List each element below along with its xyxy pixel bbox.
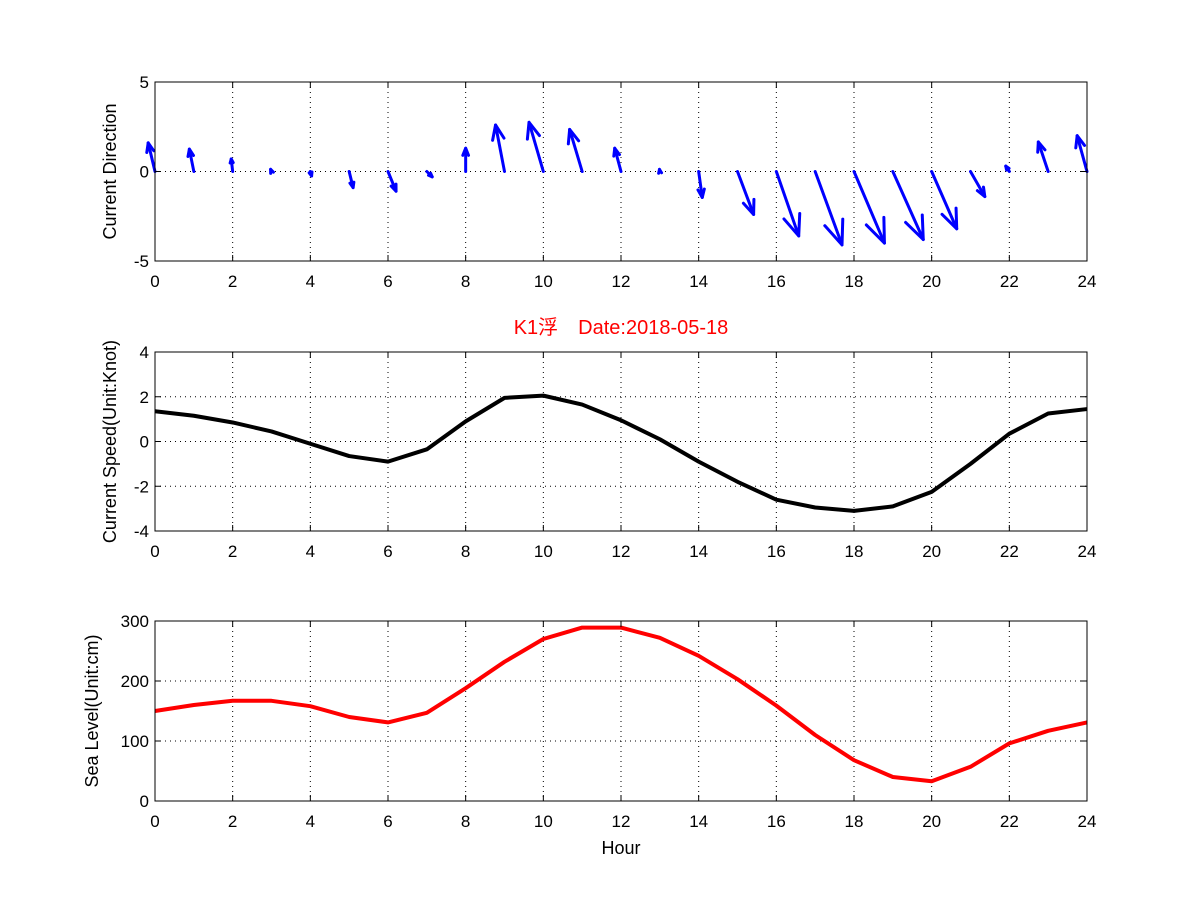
x-tick-label: 0 [150,272,159,291]
x-tick-label: 24 [1078,542,1097,561]
x-axis-label: Hour [601,838,640,858]
direction-arrow [852,170,886,245]
current-speed-series-line [154,393,1088,513]
x-tick-label: 24 [1078,272,1097,291]
x-tick-label: 14 [689,272,708,291]
x-tick-label: 22 [1000,272,1019,291]
direction-arrow [736,170,756,216]
x-tick-label: 14 [689,542,708,561]
x-tick-label: 10 [534,272,553,291]
x-tick-label: 16 [767,812,786,831]
direction-arrow [891,170,925,242]
direction-arrow [425,170,434,179]
direction-arrow [1004,164,1011,173]
direction-arrow [269,167,275,175]
x-tick-label: 14 [689,812,708,831]
y-tick-label: 5 [140,73,149,92]
direction-arrow [461,146,471,173]
direction-arrow [657,167,664,175]
x-tick-label: 10 [534,542,553,561]
x-tick-label: 4 [306,812,315,831]
x-tick-label: 22 [1000,812,1019,831]
x-tick-label: 2 [228,542,237,561]
x-tick-label: 20 [922,272,941,291]
x-tick-label: 2 [228,272,237,291]
direction-arrow [930,170,959,231]
y-axis-label: Current Speed(Unit:Knot) [100,340,120,543]
direction-arrow [186,147,196,173]
x-tick-label: 8 [461,812,470,831]
x-tick-label: 6 [383,812,392,831]
direction-arrow [969,170,987,199]
x-tick-label: 20 [922,812,941,831]
direction-arrow [386,170,398,193]
x-tick-label: 20 [922,542,941,561]
x-tick-label: 16 [767,272,786,291]
y-tick-label: -2 [134,477,149,496]
chart-title: K1浮 Date:2018-05-18 [514,316,729,339]
x-tick-label: 2 [228,812,237,831]
direction-arrow [566,127,584,173]
y-axis-label: Current Direction [100,103,120,239]
x-tick-label: 6 [383,272,392,291]
direction-arrow [813,170,845,247]
y-tick-label: 0 [140,163,149,182]
direction-arrow [525,120,545,173]
direction-arrow [774,170,802,238]
x-tick-label: 24 [1078,812,1097,831]
x-tick-label: 8 [461,542,470,561]
direction-arrow [228,157,235,173]
direction-arrow [1074,134,1089,173]
x-tick-label: 22 [1000,542,1019,561]
y-tick-label: 300 [121,612,149,631]
x-tick-label: 18 [845,542,864,561]
y-tick-label: -4 [134,522,149,541]
y-tick-label: 4 [140,343,149,362]
x-tick-label: 6 [383,542,392,561]
x-tick-label: 12 [612,812,631,831]
y-axis-label: Sea Level(Unit:cm) [82,634,102,787]
direction-arrow [612,146,623,173]
x-tick-label: 12 [612,542,631,561]
x-tick-label: 12 [612,272,631,291]
x-tick-label: 0 [150,812,159,831]
x-tick-label: 18 [845,812,864,831]
sea-level-series-line [154,625,1088,784]
x-tick-label: 18 [845,272,864,291]
y-tick-label: 2 [140,388,149,407]
y-tick-label: 100 [121,732,149,751]
x-tick-label: 4 [306,542,315,561]
direction-arrow [145,141,157,173]
direction-arrow [1036,140,1050,173]
direction-arrow [696,170,706,199]
direction-arrow [307,170,314,178]
x-tick-label: 16 [767,542,786,561]
y-tick-label: 0 [140,433,149,452]
direction-arrow [347,170,356,190]
y-tick-label: -5 [134,252,149,271]
x-tick-label: 4 [306,272,315,291]
x-tick-label: 0 [150,542,159,561]
direction-arrow [491,123,506,173]
x-tick-label: 8 [461,272,470,291]
y-tick-label: 0 [140,792,149,811]
y-tick-label: 200 [121,672,149,691]
x-tick-label: 10 [534,812,553,831]
